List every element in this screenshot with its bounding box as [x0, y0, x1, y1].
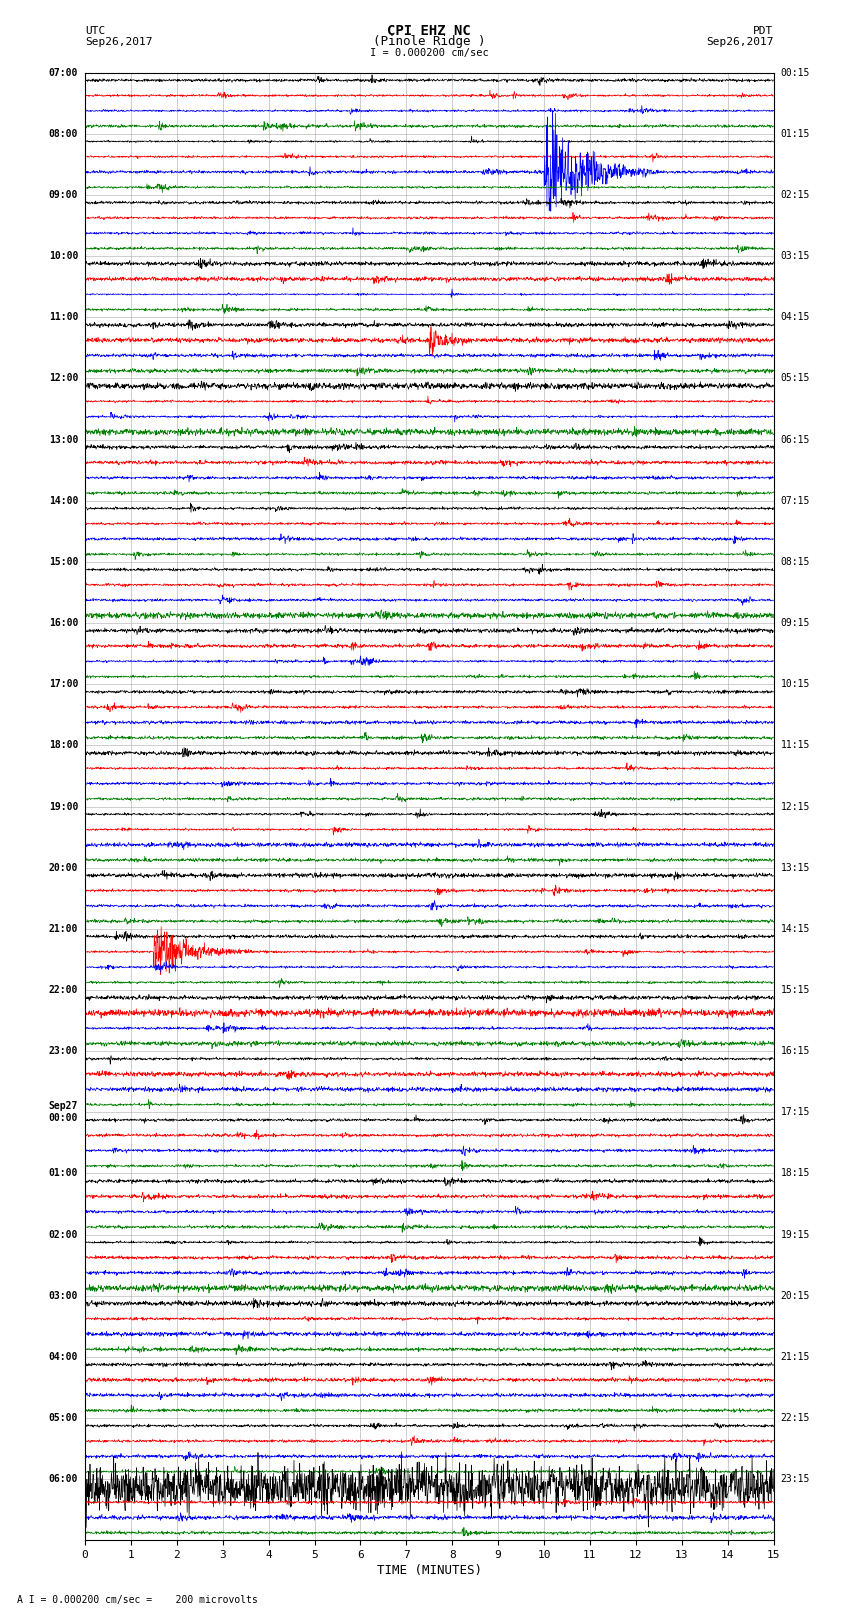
Text: 19:00: 19:00 — [48, 802, 78, 811]
Text: 09:00: 09:00 — [48, 190, 78, 200]
Text: 08:00: 08:00 — [48, 129, 78, 139]
Text: 22:00: 22:00 — [48, 986, 78, 995]
Text: 23:00: 23:00 — [48, 1047, 78, 1057]
Text: 21:00: 21:00 — [48, 924, 78, 934]
Text: 11:00: 11:00 — [48, 313, 78, 323]
Text: 06:15: 06:15 — [780, 434, 810, 445]
Text: 13:00: 13:00 — [48, 434, 78, 445]
Text: 02:00: 02:00 — [48, 1229, 78, 1240]
Text: 23:15: 23:15 — [780, 1474, 810, 1484]
Text: 01:00: 01:00 — [48, 1168, 78, 1179]
Text: 11:15: 11:15 — [780, 740, 810, 750]
Text: A I = 0.000200 cm/sec =    200 microvolts: A I = 0.000200 cm/sec = 200 microvolts — [17, 1595, 258, 1605]
Text: 12:00: 12:00 — [48, 373, 78, 384]
Text: I = 0.000200 cm/sec: I = 0.000200 cm/sec — [370, 48, 489, 58]
Text: 05:00: 05:00 — [48, 1413, 78, 1423]
Text: 13:15: 13:15 — [780, 863, 810, 873]
Text: UTC: UTC — [85, 26, 105, 35]
Text: Sep26,2017: Sep26,2017 — [706, 37, 774, 47]
Text: 00:15: 00:15 — [780, 68, 810, 77]
Text: CPI EHZ NC: CPI EHZ NC — [388, 24, 471, 39]
Text: 05:15: 05:15 — [780, 373, 810, 384]
Text: 04:15: 04:15 — [780, 313, 810, 323]
Text: 16:15: 16:15 — [780, 1047, 810, 1057]
Text: 04:00: 04:00 — [48, 1352, 78, 1361]
Text: 20:15: 20:15 — [780, 1290, 810, 1300]
X-axis label: TIME (MINUTES): TIME (MINUTES) — [377, 1565, 482, 1578]
Text: 14:15: 14:15 — [780, 924, 810, 934]
Text: Sep26,2017: Sep26,2017 — [85, 37, 152, 47]
Text: 22:15: 22:15 — [780, 1413, 810, 1423]
Text: 08:15: 08:15 — [780, 556, 810, 566]
Text: 14:00: 14:00 — [48, 495, 78, 506]
Text: 02:15: 02:15 — [780, 190, 810, 200]
Text: (Pinole Ridge ): (Pinole Ridge ) — [373, 35, 485, 48]
Text: 18:15: 18:15 — [780, 1168, 810, 1179]
Text: 17:00: 17:00 — [48, 679, 78, 689]
Text: 19:15: 19:15 — [780, 1229, 810, 1240]
Text: 16:00: 16:00 — [48, 618, 78, 627]
Text: 15:15: 15:15 — [780, 986, 810, 995]
Text: 10:00: 10:00 — [48, 252, 78, 261]
Text: 07:00: 07:00 — [48, 68, 78, 77]
Text: 01:15: 01:15 — [780, 129, 810, 139]
Text: 07:15: 07:15 — [780, 495, 810, 506]
Text: 15:00: 15:00 — [48, 556, 78, 566]
Text: 17:15: 17:15 — [780, 1107, 810, 1118]
Text: 03:00: 03:00 — [48, 1290, 78, 1300]
Text: 09:15: 09:15 — [780, 618, 810, 627]
Text: 12:15: 12:15 — [780, 802, 810, 811]
Text: 10:15: 10:15 — [780, 679, 810, 689]
Text: Sep27
00:00: Sep27 00:00 — [48, 1102, 78, 1123]
Text: 21:15: 21:15 — [780, 1352, 810, 1361]
Text: 18:00: 18:00 — [48, 740, 78, 750]
Text: PDT: PDT — [753, 26, 774, 35]
Text: 20:00: 20:00 — [48, 863, 78, 873]
Text: 06:00: 06:00 — [48, 1474, 78, 1484]
Text: 03:15: 03:15 — [780, 252, 810, 261]
